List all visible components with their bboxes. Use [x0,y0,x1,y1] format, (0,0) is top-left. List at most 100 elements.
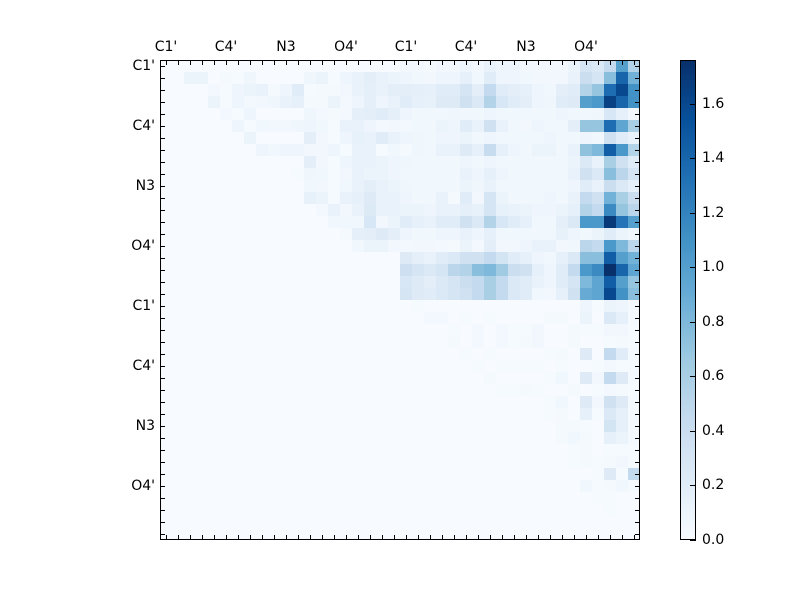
heatmap-cell [472,468,484,480]
heatmap-cell [412,444,424,456]
heatmap-cell [520,432,532,444]
heatmap-cell [484,144,496,156]
heatmap-cell [532,276,544,288]
heatmap-cell [196,96,208,108]
heatmap-cell [616,132,628,144]
heatmap-cell [616,240,628,252]
heatmap-cell [208,276,220,288]
heatmap-cell [172,360,184,372]
heatmap-cell [532,228,544,240]
heatmap-cell [556,312,568,324]
heatmap-cell [412,348,424,360]
tick-mark [160,270,165,271]
heatmap-cell [544,456,556,468]
heatmap-cell [292,288,304,300]
heatmap-cell [484,72,496,84]
heatmap-cell [232,516,244,528]
heatmap-cell [364,168,376,180]
heatmap-cell [268,180,280,192]
heatmap-cell [184,396,196,408]
heatmap-cell [208,288,220,300]
heatmap-cell [568,192,580,204]
heatmap-cell [184,228,196,240]
heatmap-cell [304,444,316,456]
heatmap-cell [160,192,172,204]
heatmap-cell [220,300,232,312]
heatmap-cell [268,456,280,468]
heatmap-cell [472,216,484,228]
heatmap-cell [628,372,640,384]
heatmap-cell [184,216,196,228]
tick-mark [394,535,395,540]
heatmap-cell [196,288,208,300]
heatmap-cell [628,348,640,360]
heatmap-cell [472,132,484,144]
heatmap-cell [424,432,436,444]
tick-mark [238,535,239,540]
heatmap-cell [280,468,292,480]
heatmap-cell [520,468,532,480]
heatmap-cell [220,60,232,72]
heatmap-cell [580,480,592,492]
heatmap-cell [268,216,280,228]
heatmap-cell [184,168,196,180]
heatmap-cell [412,108,424,120]
heatmap-cell [196,528,208,540]
tick-mark [160,474,165,475]
heatmap-cell [580,336,592,348]
heatmap-cell [280,336,292,348]
tick-mark [238,60,239,65]
heatmap-cell [304,120,316,132]
heatmap-cell [400,252,412,264]
heatmap-cell [400,204,412,216]
tick-mark [635,450,640,451]
heatmap-cell [220,456,232,468]
heatmap-cell [508,372,520,384]
heatmap-cell [616,372,628,384]
tick-mark [562,535,563,540]
heatmap-cell [460,132,472,144]
heatmap-cell [256,216,268,228]
heatmap-cell [196,432,208,444]
heatmap-cell [292,516,304,528]
heatmap-cell [508,432,520,444]
heatmap-cell [208,336,220,348]
heatmap-cell [628,144,640,156]
heatmap-cell [424,492,436,504]
heatmap-cell [580,324,592,336]
heatmap-cell [268,228,280,240]
heatmap-cell [220,228,232,240]
heatmap-cell [400,504,412,516]
heatmap-cell [196,192,208,204]
heatmap-cell [520,348,532,360]
tick-mark [418,60,419,65]
heatmap-cell [220,516,232,528]
tick-mark [160,378,165,379]
heatmap-cell [508,324,520,336]
heatmap-cell [316,420,328,432]
heatmap-cell [592,252,604,264]
tick-mark [274,60,275,65]
tick-mark [610,535,611,540]
heatmap-cell [352,144,364,156]
tick-mark [310,535,311,540]
heatmap-cell [268,492,280,504]
heatmap-cell [340,132,352,144]
heatmap-cell [592,204,604,216]
heatmap-cell [436,372,448,384]
heatmap-cell [184,72,196,84]
heatmap-cell [424,204,436,216]
heatmap-cell [544,468,556,480]
heatmap-cell [424,348,436,360]
heatmap-cell [628,300,640,312]
heatmap-cell [280,408,292,420]
heatmap-cell [280,312,292,324]
heatmap-cell [280,276,292,288]
heatmap-cell [472,480,484,492]
heatmap-cell [580,456,592,468]
heatmap-cell [304,396,316,408]
heatmap-cell [400,216,412,228]
heatmap-cell [556,264,568,276]
heatmap-cell [436,456,448,468]
heatmap-cell [376,108,388,120]
